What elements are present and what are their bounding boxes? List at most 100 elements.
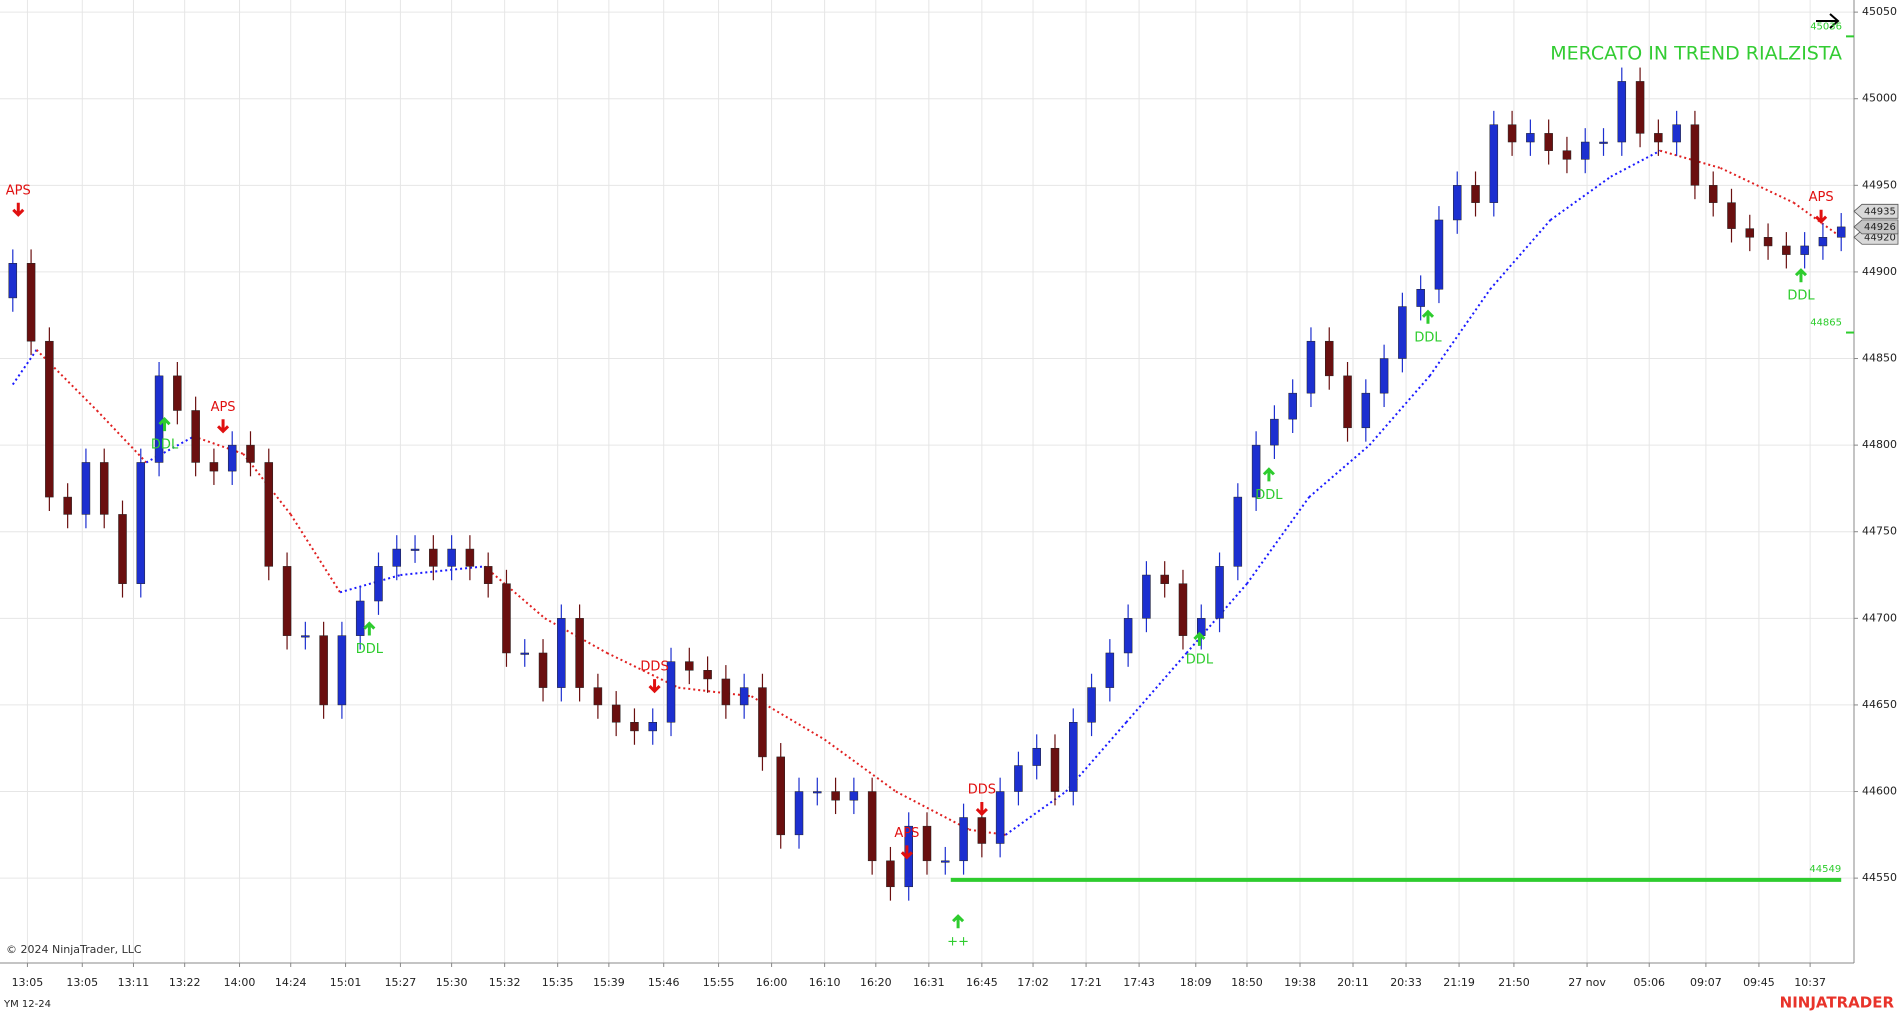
candle-body xyxy=(465,548,475,567)
signal-arrow xyxy=(158,417,171,432)
candle-body xyxy=(1818,237,1828,247)
signal-arrow xyxy=(648,679,661,694)
candle-body xyxy=(685,661,694,671)
price-box xyxy=(1853,203,1899,219)
moving-average-segment xyxy=(1368,375,1431,446)
candle-body xyxy=(1233,496,1243,567)
moving-average-segment xyxy=(1308,444,1371,498)
x-tick-label: 15:46 xyxy=(648,976,680,989)
x-tick-label: 13:05 xyxy=(12,976,44,989)
candle-body xyxy=(648,722,657,732)
candle-body xyxy=(264,462,274,567)
candle-body xyxy=(666,661,676,723)
candle-body xyxy=(1471,185,1480,203)
signal-arrow xyxy=(363,621,376,636)
candle-body xyxy=(227,444,237,472)
candle-body xyxy=(1727,202,1736,229)
x-tick-label: 19:38 xyxy=(1284,976,1316,989)
candle-body xyxy=(886,860,895,888)
signal-label: DDL xyxy=(1414,330,1442,345)
moving-average-segment xyxy=(339,574,401,594)
x-tick-label: 20:11 xyxy=(1337,976,1369,989)
y-tick-label: 45050 xyxy=(1862,5,1897,18)
candle-body xyxy=(1014,765,1023,792)
signal-arrow xyxy=(900,845,913,860)
candle-body xyxy=(703,670,712,680)
moving-average-segment xyxy=(1489,219,1552,290)
candle-body xyxy=(209,462,219,472)
y-tick-label: 44600 xyxy=(1862,785,1897,798)
candle-body xyxy=(1361,392,1371,429)
candle-body xyxy=(337,635,347,706)
candle-body xyxy=(538,652,548,688)
candle-body xyxy=(8,263,18,299)
signal-label: DDL xyxy=(1787,289,1815,304)
x-tick-label: 17:43 xyxy=(1123,976,1155,989)
moving-average-segment xyxy=(750,695,826,741)
candle-body xyxy=(410,548,420,551)
candle-body xyxy=(118,514,127,584)
candle-body xyxy=(1142,574,1151,619)
x-tick-label: 27 nov xyxy=(1568,976,1606,989)
candle-body xyxy=(191,410,200,463)
candle-body xyxy=(520,652,530,655)
signal-label: DDS xyxy=(968,783,996,798)
candle-body xyxy=(1270,418,1279,446)
candle-body xyxy=(995,791,1005,844)
candle-body xyxy=(81,462,91,515)
y-tick-label: 44900 xyxy=(1862,265,1897,278)
x-tick-label: 16:45 xyxy=(966,976,998,989)
candle-body xyxy=(392,548,402,567)
signal-arrow xyxy=(1193,631,1206,646)
price-box-label: 44920 xyxy=(1864,232,1896,243)
signal-arrow xyxy=(975,802,988,817)
x-tick-label: 15:01 xyxy=(330,976,362,989)
candle-body xyxy=(1050,747,1060,792)
candle-body xyxy=(831,791,840,801)
support-label: 44549 xyxy=(1809,864,1841,875)
candle-body xyxy=(941,860,950,863)
candle-body xyxy=(45,340,54,498)
moving-average-segment xyxy=(11,349,38,386)
x-tick-label: 13:22 xyxy=(169,976,201,989)
x-tick-label: 20:33 xyxy=(1390,976,1422,989)
x-tick-label: 17:02 xyxy=(1017,976,1049,989)
plot-area xyxy=(8,67,1846,929)
y-tick-label: 44750 xyxy=(1862,525,1897,538)
candle-body xyxy=(1800,245,1809,255)
x-tick-label: 16:00 xyxy=(756,976,788,989)
x-tick-label: 14:24 xyxy=(275,976,307,989)
candle-body xyxy=(1782,245,1791,255)
candle-body xyxy=(1032,747,1041,766)
x-tick-label: 15:27 xyxy=(385,976,417,989)
moving-average-segment xyxy=(145,435,195,464)
y-tick-label: 45000 xyxy=(1862,92,1897,105)
candle-body xyxy=(575,618,584,688)
candle-body xyxy=(355,600,365,636)
candle-body xyxy=(1708,185,1718,203)
candle-body xyxy=(1215,566,1224,619)
signal-arrow xyxy=(1262,467,1275,482)
candle-body xyxy=(1398,306,1407,359)
x-tick-label: 15:35 xyxy=(542,976,574,989)
candle-body xyxy=(1580,141,1590,160)
candle-body xyxy=(1178,583,1188,636)
moving-average-segment xyxy=(1549,175,1612,221)
moving-average-segment xyxy=(35,349,98,412)
candle-body xyxy=(1635,81,1645,134)
scroll-arrow[interactable] xyxy=(1816,13,1840,29)
x-tick-label: 10:37 xyxy=(1794,976,1826,989)
symbol: YM 12-24 xyxy=(3,999,51,1010)
candle-body xyxy=(1526,133,1535,143)
candle-body xyxy=(1507,124,1517,143)
moving-average-segment xyxy=(289,513,341,593)
x-tick-label: 09:07 xyxy=(1690,976,1722,989)
candle-body xyxy=(374,566,383,602)
candle-body xyxy=(1069,722,1078,792)
moving-average-segment xyxy=(1659,149,1721,169)
candle-body xyxy=(849,791,859,801)
x-tick-label: 18:09 xyxy=(1180,976,1212,989)
x-tick-label: 15:39 xyxy=(593,976,625,989)
signal-label: APS xyxy=(211,400,236,415)
